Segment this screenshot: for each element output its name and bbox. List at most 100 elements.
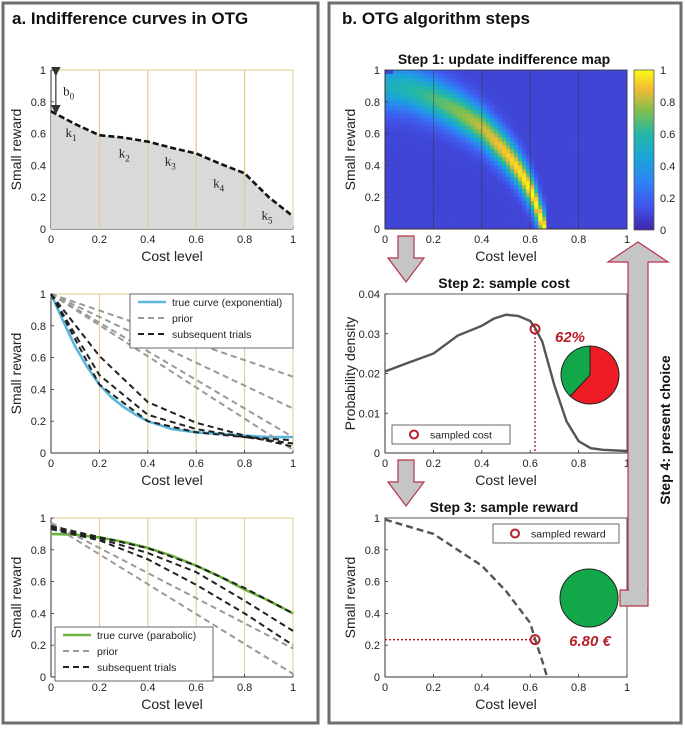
heat-cell <box>501 125 507 131</box>
heat-cell <box>417 189 422 194</box>
heat-cell <box>622 205 628 210</box>
heat-cell <box>473 189 479 194</box>
heat-cell <box>425 217 430 222</box>
heat-cell <box>558 221 563 226</box>
heat-cell <box>590 149 596 154</box>
heat-cell <box>622 93 628 99</box>
heat-cell <box>457 181 463 186</box>
heat-cell <box>497 109 503 115</box>
heat-cell <box>582 81 588 87</box>
heat-cell <box>586 73 592 79</box>
heat-cell <box>445 153 450 158</box>
heat-cell <box>538 141 543 146</box>
heat-cell <box>489 145 495 150</box>
heat-cell <box>522 85 527 91</box>
heat-cell <box>546 81 551 87</box>
heat-cell <box>429 137 434 142</box>
heat-cell <box>477 165 483 170</box>
x-tick-label-5: 1 <box>290 234 296 246</box>
heat-cell <box>477 177 483 182</box>
heat-cell <box>437 169 442 174</box>
heat-cell <box>485 141 491 146</box>
heat-cell <box>385 89 390 95</box>
heat-cell <box>453 85 458 91</box>
heat-cell <box>409 193 414 198</box>
heat-cell <box>598 221 604 226</box>
heat-cell <box>602 73 608 79</box>
heat-cell <box>497 189 503 194</box>
heat-cell <box>421 205 426 210</box>
heat-cell <box>562 105 567 111</box>
heat-cell <box>578 217 584 222</box>
y-tick-label-4: 0.8 <box>365 97 380 109</box>
heat-cell <box>481 217 487 222</box>
heat-cell <box>582 137 588 142</box>
heat-cell <box>401 101 406 107</box>
heat-cell <box>550 137 555 142</box>
heat-cell <box>477 209 483 214</box>
heat-cell <box>401 177 406 182</box>
heat-cell <box>546 157 551 162</box>
heat-cell <box>530 165 535 170</box>
heat-cell <box>514 213 519 218</box>
heat-cell <box>493 70 499 75</box>
heat-cell <box>514 217 519 222</box>
heat-cell <box>602 133 608 138</box>
heat-cell <box>417 149 422 154</box>
heat-cell <box>461 81 467 87</box>
heat-cell <box>598 133 604 138</box>
heat-cell <box>445 121 450 127</box>
heat-cell <box>530 105 535 111</box>
heat-cell <box>534 109 539 115</box>
heat-cell <box>526 129 531 135</box>
heat-cell <box>449 129 454 135</box>
heat-cell <box>477 205 483 210</box>
heat-cell <box>598 145 604 150</box>
heat-cell <box>606 137 612 142</box>
heat-cell <box>457 221 463 226</box>
heat-cell <box>489 85 495 91</box>
y-tick-label-5: 1 <box>374 65 380 77</box>
heat-cell <box>554 149 559 154</box>
heat-cell <box>457 109 463 115</box>
heat-cell <box>477 81 483 87</box>
heat-cell <box>506 225 511 230</box>
heat-cell <box>506 77 511 83</box>
heat-cell <box>530 85 535 91</box>
heat-cell <box>522 109 527 115</box>
heat-cell <box>473 125 479 131</box>
heat-cell <box>449 149 454 154</box>
series-7 <box>50 293 294 442</box>
heat-cell <box>401 137 406 142</box>
heat-cell <box>562 81 567 87</box>
heat-cell <box>417 77 422 83</box>
heat-cell <box>469 189 475 194</box>
heat-cell <box>514 105 519 111</box>
heat-cell <box>457 217 463 222</box>
heat-cell <box>562 205 567 210</box>
heat-cell <box>514 161 519 166</box>
heat-cell <box>469 77 475 83</box>
heat-cell <box>598 193 604 198</box>
heat-cell <box>578 137 584 142</box>
heat-cell <box>441 209 446 214</box>
heat-cell <box>409 77 414 83</box>
heat-cell <box>510 149 515 154</box>
heat-cell <box>598 165 604 170</box>
heat-cell <box>550 145 555 150</box>
heat-cell <box>518 89 523 95</box>
heat-cell <box>461 221 467 226</box>
heat-cell <box>441 129 446 135</box>
heat-cell <box>510 77 515 83</box>
heat-cell <box>538 129 543 135</box>
heat-cell <box>550 77 555 83</box>
heat-cell <box>518 193 523 198</box>
heat-cell <box>493 125 499 131</box>
heat-cell <box>501 77 507 83</box>
heat-cell <box>417 97 422 103</box>
heat-cell <box>506 109 511 115</box>
heat-cell <box>590 117 596 123</box>
heat-cell <box>461 177 467 182</box>
heat-cell <box>514 165 519 170</box>
heat-cell <box>501 73 507 79</box>
